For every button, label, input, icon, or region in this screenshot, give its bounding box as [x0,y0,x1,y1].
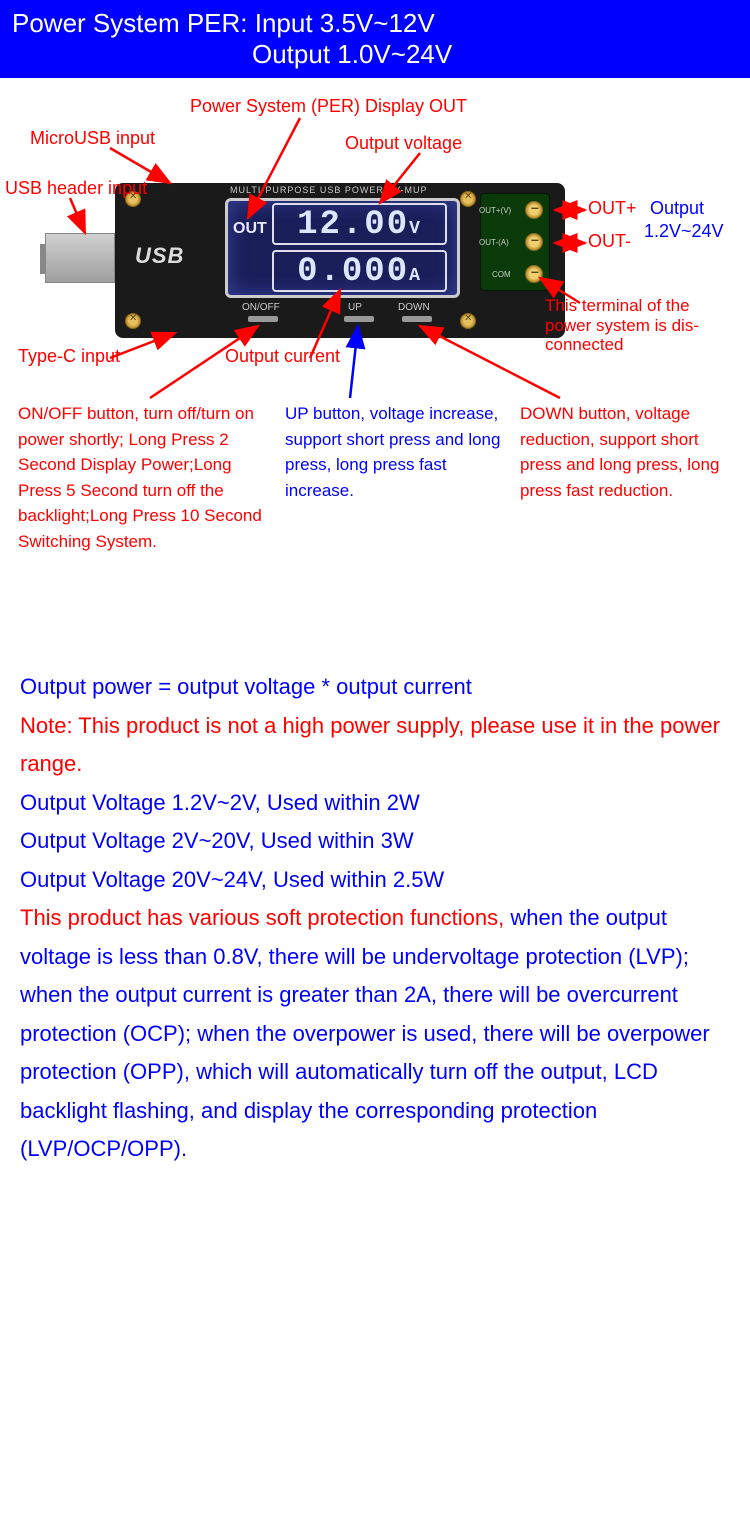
annot-out-plus: OUT+ [588,198,637,219]
range2-text: Output Voltage 2V~20V, Used within 3W [20,822,730,861]
range1-text: Output Voltage 1.2V~2V, Used within 2W [20,784,730,823]
annot-output-range-val: 1.2V~24V [644,221,724,242]
diagram-area: USB MULTI-PURPOSE USB POWER XY-MUP OUT 1… [0,78,750,668]
formula-text: Output power = output voltage * output c… [20,668,730,707]
body-text: Output power = output voltage * output c… [0,668,750,1169]
note-text: Note: This product is not a high power s… [20,707,730,784]
annot-terminal-note: This terminal of the power system is dis… [545,296,740,355]
header-line1: Power System PER: Input 3.5V~12V [12,8,738,39]
annot-down-desc: DOWN button, voltage reduction, support … [520,401,740,503]
annot-onoff-desc: ON/OFF button, turn off/turn on power sh… [18,401,268,554]
annot-out-minus: OUT- [588,231,631,252]
annot-microusb: MicroUSB input [30,128,155,149]
header-line2: Output 1.0V~24V [12,39,738,70]
annot-up-desc: UP button, voltage increase, support sho… [285,401,505,503]
annot-output-voltage: Output voltage [345,133,462,154]
header-banner: Power System PER: Input 3.5V~12V Output … [0,0,750,78]
annot-typec: Type-C input [18,346,120,367]
protection-line1: This product has various soft protection… [20,899,730,1169]
range3-text: Output Voltage 20V~24V, Used within 2.5W [20,861,730,900]
protection-text: This product has various soft protection… [20,905,710,1161]
annot-output-range-lbl: Output [650,198,704,219]
annot-display-out: Power System (PER) Display OUT [190,96,467,117]
annot-output-current: Output current [225,346,340,367]
annot-usb-header: USB header input [5,178,147,199]
arrow-lines [0,78,750,668]
